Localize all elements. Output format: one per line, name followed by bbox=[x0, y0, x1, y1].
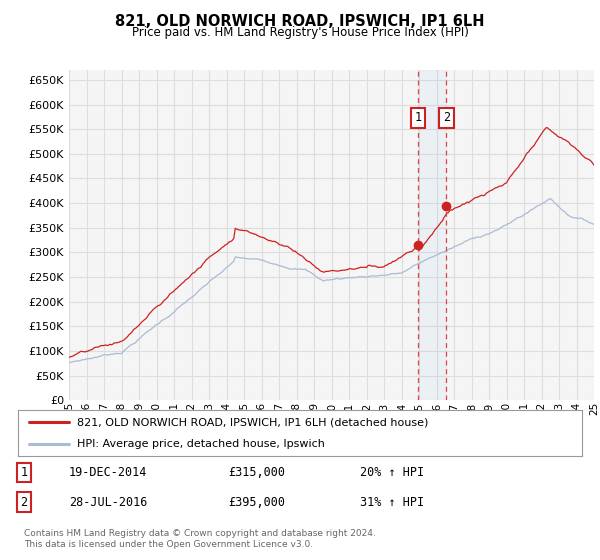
Text: £315,000: £315,000 bbox=[228, 466, 285, 479]
Text: 2: 2 bbox=[443, 111, 450, 124]
Text: Contains HM Land Registry data © Crown copyright and database right 2024.
This d: Contains HM Land Registry data © Crown c… bbox=[24, 529, 376, 549]
Text: 821, OLD NORWICH ROAD, IPSWICH, IP1 6LH (detached house): 821, OLD NORWICH ROAD, IPSWICH, IP1 6LH … bbox=[77, 417, 428, 427]
Text: 821, OLD NORWICH ROAD, IPSWICH, IP1 6LH: 821, OLD NORWICH ROAD, IPSWICH, IP1 6LH bbox=[115, 14, 485, 29]
Text: £395,000: £395,000 bbox=[228, 496, 285, 508]
Text: 20% ↑ HPI: 20% ↑ HPI bbox=[360, 466, 424, 479]
Bar bbox=[418, 70, 446, 400]
Text: 28-JUL-2016: 28-JUL-2016 bbox=[69, 496, 148, 508]
Text: 1: 1 bbox=[415, 111, 422, 124]
Text: 1: 1 bbox=[20, 466, 28, 479]
Text: Price paid vs. HM Land Registry's House Price Index (HPI): Price paid vs. HM Land Registry's House … bbox=[131, 26, 469, 39]
Text: 2: 2 bbox=[20, 496, 28, 508]
Text: HPI: Average price, detached house, Ipswich: HPI: Average price, detached house, Ipsw… bbox=[77, 440, 325, 450]
Text: 19-DEC-2014: 19-DEC-2014 bbox=[69, 466, 148, 479]
Text: 31% ↑ HPI: 31% ↑ HPI bbox=[360, 496, 424, 508]
